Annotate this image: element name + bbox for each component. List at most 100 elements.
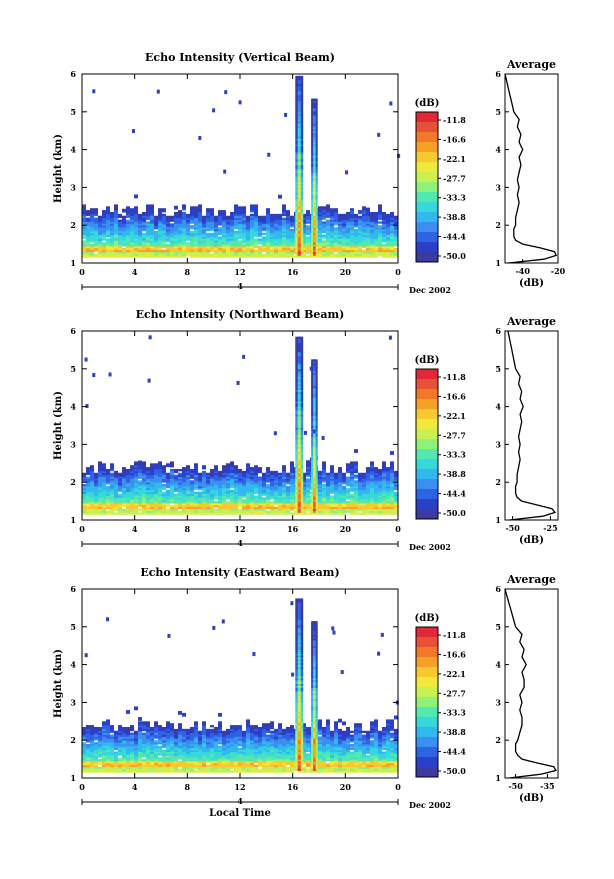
echo-cell <box>118 473 122 475</box>
echo-field <box>82 335 398 514</box>
echo-cell <box>274 214 278 216</box>
echo-speck <box>86 404 89 408</box>
x-tick-label: 12 <box>234 524 245 534</box>
echo-cell <box>158 208 162 210</box>
echo-cell <box>266 511 270 513</box>
echo-cell <box>94 254 98 256</box>
echo-cell <box>226 501 230 503</box>
echo-cell <box>210 254 214 256</box>
echo-speck <box>377 133 380 137</box>
echo-cell <box>162 484 166 486</box>
echo-cell <box>362 206 366 208</box>
echo-cell <box>106 238 110 240</box>
echo-cell <box>138 512 142 514</box>
colorbar-tick-label: -27.7 <box>443 430 466 440</box>
echo-cell <box>150 463 154 465</box>
echo-cell <box>394 216 398 218</box>
colorbar-tick-label: -27.7 <box>443 173 466 183</box>
echo-cell <box>198 204 202 206</box>
echo-cell <box>374 212 378 214</box>
echo-cell <box>86 477 90 479</box>
echo-cell <box>90 244 94 246</box>
colorbar-swatch <box>416 509 438 519</box>
colorbar-tick-label: -16.6 <box>443 134 466 144</box>
y-tick-label: 6 <box>70 326 76 336</box>
echo-cell <box>98 727 102 729</box>
echo-cell <box>334 254 338 256</box>
echo-speck <box>212 108 215 112</box>
echo-cell <box>326 204 330 206</box>
echo-cell <box>266 467 270 469</box>
echo-cell <box>106 206 110 208</box>
x-tick-label: 20 <box>340 524 352 534</box>
echo-cell <box>86 725 90 727</box>
colorbar-swatch <box>416 142 438 152</box>
colorbar-tick-label: -38.8 <box>443 469 466 479</box>
echo-cell <box>218 471 222 473</box>
y-axis-label: Height (km) <box>53 391 64 460</box>
echo-cell <box>230 212 234 214</box>
echo-cell <box>142 212 146 214</box>
profile-line <box>508 331 555 520</box>
echo-cell <box>394 492 398 494</box>
x-tick-label: 0 <box>79 524 85 534</box>
echo-cell <box>86 210 90 212</box>
echo-cell <box>98 461 102 463</box>
y-tick-label: 2 <box>70 477 76 487</box>
echo-speck <box>389 101 392 105</box>
echo-cell <box>318 206 322 208</box>
echo-cell <box>262 497 266 499</box>
echo-cell <box>202 471 206 473</box>
echo-cell <box>218 210 222 212</box>
echo-cell <box>322 206 326 208</box>
echo-cell <box>362 473 366 475</box>
echo-cell <box>178 469 182 471</box>
colorbar-swatch <box>416 182 438 192</box>
x-tick-label: 12 <box>234 267 245 277</box>
colorbar-tick-label: -38.8 <box>443 212 466 222</box>
echo-cell <box>390 212 394 214</box>
echo-cell <box>378 204 382 206</box>
echo-cell <box>290 229 294 231</box>
echo-cell <box>94 473 98 475</box>
colorbar-tick-label: -33.3 <box>443 450 466 460</box>
echo-speck <box>322 436 325 440</box>
colorbar-swatch <box>416 222 438 232</box>
echo-cell <box>82 742 86 744</box>
echo-speck <box>224 90 227 94</box>
y-tick-label: 3 <box>70 439 76 449</box>
echo-cell <box>214 216 218 218</box>
echo-cell <box>102 463 106 465</box>
echo-cell <box>210 233 214 235</box>
panel-2: Echo Intensity (Northward Beam)123456Hei… <box>53 308 558 552</box>
echo-cell <box>110 735 114 737</box>
x-tick-label: 20 <box>340 267 352 277</box>
profile-y-tick-label: 3 <box>495 439 501 449</box>
echo-cell <box>354 229 358 231</box>
echo-cell <box>382 461 386 463</box>
echo-cell <box>278 473 282 475</box>
echo-cell <box>370 461 374 463</box>
echo-cell <box>82 240 86 242</box>
echo-cell <box>114 512 118 514</box>
echo-cell <box>354 214 358 216</box>
echo-speck <box>313 430 316 434</box>
echo-cell <box>354 449 358 453</box>
echo-cell <box>358 473 362 475</box>
echo-cell <box>134 195 138 199</box>
echo-speck <box>149 335 152 339</box>
echo-cell <box>194 492 198 494</box>
echo-cell <box>190 225 194 227</box>
echo-cell <box>258 467 262 469</box>
colorbar-swatch <box>416 132 438 142</box>
echo-cell <box>174 475 178 477</box>
echo-cell <box>166 216 170 218</box>
echo-cell <box>282 204 286 206</box>
echo-speck <box>92 373 95 377</box>
echo-cell <box>162 492 166 494</box>
echo-cell <box>174 469 178 471</box>
echo-cell <box>202 465 206 467</box>
echo-cell <box>98 759 102 761</box>
echo-cell <box>346 212 350 214</box>
colorbar-swatch <box>416 439 438 449</box>
